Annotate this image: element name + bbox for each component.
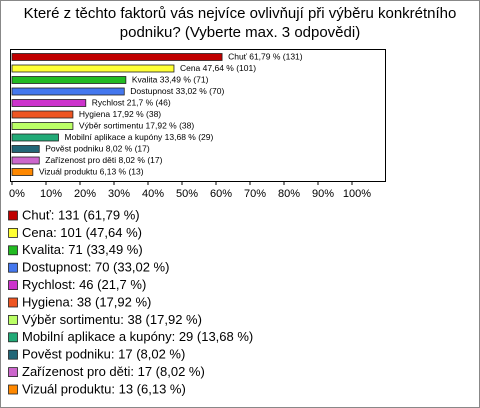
legend-swatch [8, 367, 18, 378]
legend-swatch [8, 227, 18, 238]
chart-title: Které z těchto faktorů vás nejvíce ovliv… [24, 5, 457, 22]
legend-swatch [8, 314, 18, 325]
legend-label: Chuť: 131 (61,79 %) [22, 207, 140, 222]
x-tick-label: 90% [312, 188, 334, 200]
x-tick-label: 40% [142, 188, 164, 200]
legend-swatch [8, 349, 18, 360]
x-tick-label: 0% [9, 188, 25, 200]
x-tick-label: 70% [244, 188, 266, 200]
x-tick-label: 50% [176, 188, 198, 200]
bar [11, 133, 59, 142]
legend-swatch [8, 297, 18, 308]
bar [11, 64, 175, 73]
legend-swatch [8, 245, 18, 256]
value-label: Mobilní aplikace a kupóny 13,68 % (29) [65, 132, 214, 142]
value-label: Rychlost 21,7 % (46) [92, 97, 171, 107]
value-label: Výběr sortimentu 17,92 % (38) [79, 120, 194, 130]
x-tick-label: 10% [40, 188, 62, 200]
legend-label: Zařízenost pro děti: 17 (8,02 %) [22, 364, 205, 379]
legend-swatch [8, 280, 18, 291]
legend-swatch [8, 262, 18, 273]
bar [11, 110, 74, 119]
legend-swatch [8, 332, 18, 343]
x-tick-label: 30% [108, 188, 130, 200]
bar [11, 145, 40, 153]
bar [11, 156, 40, 165]
legend-label: Vizuál produktu: 13 (6,13 %) [22, 381, 186, 396]
value-label: Hygiena 17,92 % (38) [79, 109, 161, 119]
value-label: Pověst podniku 8,02 % (17) [45, 143, 150, 153]
bar [11, 87, 125, 96]
legend-label: Hygiena: 38 (17,92 %) [22, 294, 151, 309]
legend-label: Výběr sortimentu: 38 (17,92 %) [22, 312, 202, 327]
x-tick-label: 100% [343, 188, 371, 200]
bar [11, 168, 34, 176]
x-tick-label: 60% [210, 188, 232, 200]
bar [11, 122, 74, 130]
value-label: Kvalita 33,49 % (71) [132, 74, 209, 84]
legend-label: Cena: 101 (47,64 %) [22, 225, 142, 240]
bar [11, 53, 223, 61]
legend-label: Rychlost: 46 (21,7 %) [22, 277, 146, 292]
value-label: Cena 47,64 % (101) [180, 63, 256, 73]
legend-label: Dostupnost: 70 (33,02 %) [22, 260, 169, 275]
bar [11, 99, 87, 107]
value-label: Dostupnost 33,02 % (70) [130, 86, 224, 96]
x-tick-label: 80% [278, 188, 300, 200]
chart-title: podniku? (Vyberte max. 3 odpovědi) [120, 24, 360, 41]
legend-label: Kvalita: 71 (33,49 %) [22, 242, 143, 257]
value-label: Zařízenost pro děti 8,02 % (17) [45, 155, 162, 165]
x-tick-label: 20% [74, 188, 96, 200]
legend-swatch [8, 384, 18, 395]
value-label: Chuť 61,79 % (131) [228, 51, 303, 61]
bar [11, 76, 127, 84]
value-label: Vizuál produktu 6,13 % (13) [39, 166, 144, 176]
legend-swatch [8, 210, 18, 221]
legend-label: Mobilní aplikace a kupóny: 29 (13,68 %) [22, 329, 253, 344]
legend-label: Pověst podniku: 17 (8,02 %) [22, 347, 185, 362]
